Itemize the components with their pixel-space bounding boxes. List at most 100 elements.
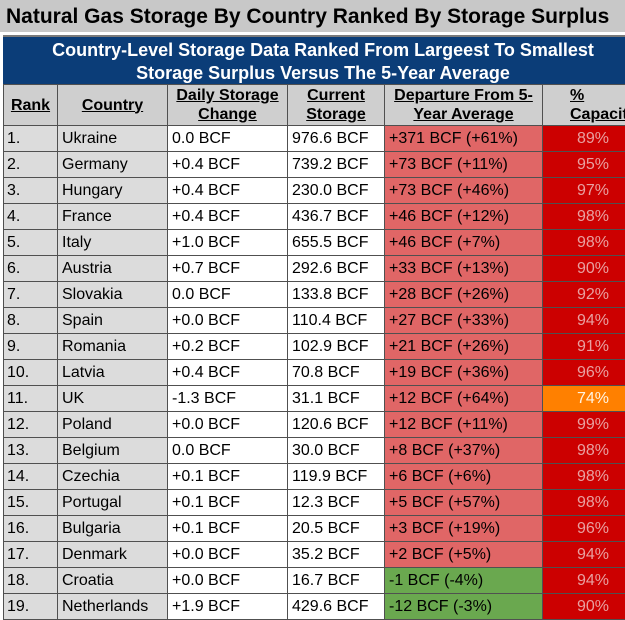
column-header-daily-change[interactable]: Daily Storage Change xyxy=(167,84,288,126)
country-cell: France xyxy=(57,203,168,230)
daily-change-cell: +0.1 BCF xyxy=(167,463,288,490)
table-row: 2. Germany +0.4 BCF 739.2 BCF +73 BCF (+11%)… xyxy=(3,151,625,178)
capacity-cell: 92% xyxy=(542,281,625,308)
column-header-country[interactable]: Country xyxy=(57,84,168,126)
table-row: 4. France +0.4 BCF 436.7 BCF +46 BCF (+12%) 9… xyxy=(3,203,625,230)
current-storage-cell: 70.8 BCF xyxy=(287,359,385,386)
daily-change-cell: +0.7 BCF xyxy=(167,255,288,282)
table-row: 1. Ukraine 0.0 BCF 976.6 BCF +371 BCF (+61%)… xyxy=(3,125,625,152)
daily-change-cell: 0.0 BCF xyxy=(167,125,288,152)
table-header-row: Rank Country Daily Storage Change Current… xyxy=(3,84,625,126)
capacity-cell: 96% xyxy=(542,359,625,386)
departure-cell: +46 BCF (+12%) xyxy=(384,203,543,230)
table-row: 13. Belgium 0.0 BCF 30.0 BCF +8 BCF (+37%) 98… xyxy=(3,437,625,464)
table-row: 10. Latvia +0.4 BCF 70.8 BCF +19 BCF (+36%) 9… xyxy=(3,359,625,386)
column-header-rank[interactable]: Rank xyxy=(3,84,58,126)
table-row: 5. Italy +1.0 BCF 655.5 BCF +46 BCF (+7%) 98% xyxy=(3,229,625,256)
current-storage-cell: 976.6 BCF xyxy=(287,125,385,152)
rank-cell: 5. xyxy=(3,229,58,256)
departure-cell: +3 BCF (+19%) xyxy=(384,515,543,542)
departure-cell: +73 BCF (+11%) xyxy=(384,151,543,178)
departure-cell: +21 BCF (+26%) xyxy=(384,333,543,360)
rank-cell: 14. xyxy=(3,463,58,490)
departure-cell: -1 BCF (-4%) xyxy=(384,567,543,594)
table-row: 19. Netherlands +1.9 BCF 429.6 BCF -12 BCF (… xyxy=(3,593,625,620)
capacity-cell: 94% xyxy=(542,307,625,334)
country-cell: UK xyxy=(57,385,168,412)
rank-cell: 2. xyxy=(3,151,58,178)
country-cell: Hungary xyxy=(57,177,168,204)
capacity-cell: 98% xyxy=(542,437,625,464)
rank-cell: 16. xyxy=(3,515,58,542)
rank-cell: 13. xyxy=(3,437,58,464)
table-row: 15. Portugal +0.1 BCF 12.3 BCF +5 BCF (+57%)… xyxy=(3,489,625,516)
column-header-capacity[interactable]: %Capacity xyxy=(542,84,625,126)
banner-line-1: Country-Level Storage Data Ranked From L… xyxy=(52,40,594,60)
current-storage-cell: 110.4 BCF xyxy=(287,307,385,334)
country-cell: Poland xyxy=(57,411,168,438)
daily-change-cell: 0.0 BCF xyxy=(167,281,288,308)
departure-cell: +6 BCF (+6%) xyxy=(384,463,543,490)
storage-table: Rank Country Daily Storage Change Current… xyxy=(3,84,625,620)
capacity-cell: 99% xyxy=(542,411,625,438)
column-header-departure[interactable]: Departure From 5- Year Average xyxy=(384,84,543,126)
rank-cell: 10. xyxy=(3,359,58,386)
table-row: 12. Poland +0.0 BCF 120.6 BCF +12 BCF (+11%)… xyxy=(3,411,625,438)
current-storage-cell: 31.1 BCF xyxy=(287,385,385,412)
departure-cell: +28 BCF (+26%) xyxy=(384,281,543,308)
table-row: 8. Spain +0.0 BCF 110.4 BCF +27 BCF (+33%) 94… xyxy=(3,307,625,334)
table-body: 1. Ukraine 0.0 BCF 976.6 BCF +371 BCF (+61%)… xyxy=(3,125,625,620)
table-row: 11. UK -1.3 BCF 31.1 BCF +12 BCF (+64%) 74% xyxy=(3,385,625,412)
page-title: Natural Gas Storage By Country Ranked By… xyxy=(0,0,625,34)
table-row: 3. Hungary +0.4 BCF 230.0 BCF +73 BCF (+46%)… xyxy=(3,177,625,204)
country-cell: Austria xyxy=(57,255,168,282)
banner-line-2: Storage Surplus Versus The 5-Year Averag… xyxy=(136,63,510,83)
rank-cell: 17. xyxy=(3,541,58,568)
departure-cell: +73 BCF (+46%) xyxy=(384,177,543,204)
country-cell: Portugal xyxy=(57,489,168,516)
capacity-cell: 74% xyxy=(542,385,625,412)
country-cell: Italy xyxy=(57,229,168,256)
current-storage-cell: 30.0 BCF xyxy=(287,437,385,464)
current-storage-cell: 133.8 BCF xyxy=(287,281,385,308)
rank-cell: 12. xyxy=(3,411,58,438)
current-storage-cell: 429.6 BCF xyxy=(287,593,385,620)
daily-change-cell: +0.4 BCF xyxy=(167,151,288,178)
capacity-cell: 94% xyxy=(542,541,625,568)
daily-change-cell: +0.4 BCF xyxy=(167,177,288,204)
capacity-cell: 89% xyxy=(542,125,625,152)
current-storage-cell: 655.5 BCF xyxy=(287,229,385,256)
departure-cell: +2 BCF (+5%) xyxy=(384,541,543,568)
capacity-cell: 97% xyxy=(542,177,625,204)
current-storage-cell: 102.9 BCF xyxy=(287,333,385,360)
capacity-cell: 98% xyxy=(542,463,625,490)
country-cell: Netherlands xyxy=(57,593,168,620)
table-banner: Country-Level Storage Data Ranked From L… xyxy=(3,35,625,84)
current-storage-cell: 120.6 BCF xyxy=(287,411,385,438)
rank-cell: 19. xyxy=(3,593,58,620)
country-cell: Romania xyxy=(57,333,168,360)
daily-change-cell: +0.1 BCF xyxy=(167,515,288,542)
capacity-cell: 94% xyxy=(542,567,625,594)
daily-change-cell: 0.0 BCF xyxy=(167,437,288,464)
daily-change-cell: +1.0 BCF xyxy=(167,229,288,256)
table-row: 14. Czechia +0.1 BCF 119.9 BCF +6 BCF (+6%) 9… xyxy=(3,463,625,490)
rank-cell: 9. xyxy=(3,333,58,360)
departure-cell: +46 BCF (+7%) xyxy=(384,229,543,256)
table-row: 17. Denmark +0.0 BCF 35.2 BCF +2 BCF (+5%) 94… xyxy=(3,541,625,568)
country-cell: Slovakia xyxy=(57,281,168,308)
current-storage-cell: 16.7 BCF xyxy=(287,567,385,594)
departure-cell: +12 BCF (+64%) xyxy=(384,385,543,412)
current-storage-cell: 12.3 BCF xyxy=(287,489,385,516)
departure-cell: +8 BCF (+37%) xyxy=(384,437,543,464)
rank-cell: 8. xyxy=(3,307,58,334)
table-row: 16. Bulgaria +0.1 BCF 20.5 BCF +3 BCF (+19%)… xyxy=(3,515,625,542)
storage-table-container: Country-Level Storage Data Ranked From L… xyxy=(3,35,625,620)
current-storage-cell: 739.2 BCF xyxy=(287,151,385,178)
column-header-current-storage[interactable]: Current Storage xyxy=(287,84,385,126)
country-cell: Ukraine xyxy=(57,125,168,152)
table-row: 9. Romania +0.2 BCF 102.9 BCF +21 BCF (+26%)… xyxy=(3,333,625,360)
departure-cell: -12 BCF (-3%) xyxy=(384,593,543,620)
current-storage-cell: 35.2 BCF xyxy=(287,541,385,568)
daily-change-cell: -1.3 BCF xyxy=(167,385,288,412)
